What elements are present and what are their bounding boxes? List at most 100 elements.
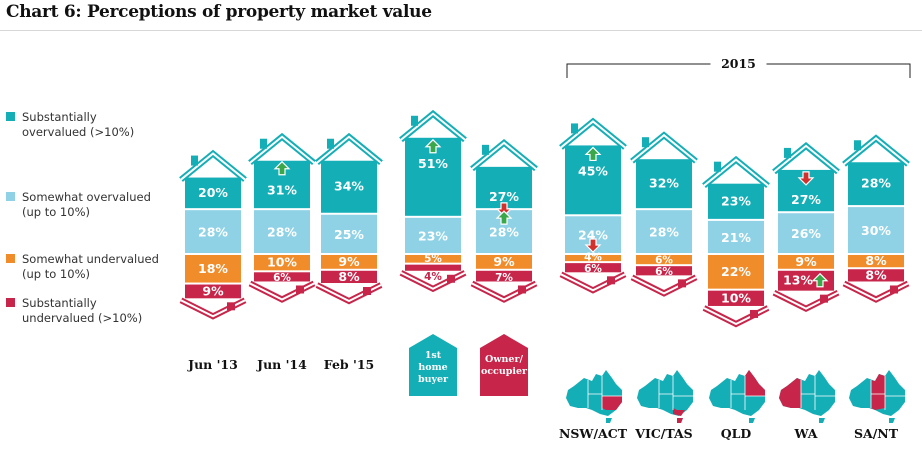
chimney [642, 137, 649, 148]
chimney [191, 155, 198, 166]
map-tasmania [749, 418, 755, 423]
bar-somewhat-undervalued [476, 255, 532, 269]
legend-label: Substantially undervalued (>10%) [22, 296, 143, 325]
value-label: 23% [418, 228, 448, 243]
arrow-up-icon [424, 138, 442, 154]
value-label: 34% [334, 179, 364, 194]
roof-inner-line [471, 141, 537, 170]
category-label: SA/NT [854, 426, 899, 441]
bar-substantially-undervalued [565, 263, 621, 273]
category-label: Jun '14 [256, 357, 307, 372]
column-qld [702, 155, 770, 328]
bar-somewhat-overvalued [254, 210, 310, 253]
bar-substantially-overvalued [476, 166, 532, 209]
value-label: 8% [338, 269, 360, 284]
base-corner [607, 276, 615, 285]
value-label: 4% [424, 271, 442, 283]
value-label: 13% [783, 273, 813, 288]
roof-inner-line [773, 144, 839, 173]
base-corner [363, 287, 371, 296]
roof-outline [630, 131, 698, 164]
value-label: 30% [861, 223, 891, 238]
legend-label: Somewhat undervalued (up to 10%) [22, 252, 159, 281]
value-label: 45% [578, 163, 608, 178]
chimney [411, 115, 418, 126]
map-borders [658, 376, 693, 410]
base-corner [750, 309, 758, 318]
column-sa-nt [842, 134, 910, 303]
arrow-up-icon [811, 272, 829, 288]
bar-substantially-undervalued [476, 270, 532, 282]
base-chevron [772, 289, 840, 313]
bar-somewhat-overvalued [185, 210, 241, 253]
map-borders [587, 376, 622, 410]
roof-inner-line [180, 152, 246, 181]
bar-substantially-overvalued [636, 159, 692, 209]
value-label: 8% [865, 253, 887, 268]
legend-swatch [6, 254, 15, 263]
value-label: 4% [584, 252, 602, 264]
arrow-up-icon-shape [584, 146, 602, 162]
year-bracket-label: 2015 [721, 56, 756, 71]
value-label: 25% [334, 227, 364, 242]
base-chevron [842, 280, 910, 303]
column-jun-13 [179, 149, 247, 320]
arrow-up-icon-shape [424, 138, 442, 154]
chimney [714, 161, 721, 172]
value-label: 31% [267, 183, 297, 198]
roof-outline [399, 109, 467, 143]
bar-somewhat-overvalued [636, 210, 692, 253]
base-chevron [315, 282, 383, 305]
bar-somewhat-overvalued [321, 214, 377, 253]
map-tasmania [819, 418, 825, 423]
base-chevron [630, 274, 698, 297]
bar-substantially-undervalued [636, 266, 692, 276]
category-label: WA [794, 426, 818, 441]
category-label: QLD [721, 426, 752, 441]
roof-inner-line [703, 158, 769, 187]
value-label: 5% [424, 253, 442, 265]
bar-somewhat-overvalued [848, 207, 904, 253]
bar-substantially-undervalued [708, 290, 764, 306]
category-label: Jun '13 [187, 357, 238, 372]
roof-outline [559, 117, 627, 150]
bar-substantially-undervalued [185, 284, 241, 299]
legend-swatch [6, 112, 15, 121]
arrow-up-icon [495, 210, 513, 225]
base-chevron [470, 280, 538, 303]
bar-somewhat-overvalued [405, 217, 461, 253]
bar-somewhat-undervalued [848, 255, 904, 268]
value-label: 18% [198, 261, 228, 276]
base-corner [447, 274, 455, 283]
roof-outline [702, 155, 770, 189]
base-chevron [179, 297, 247, 320]
base-corner [296, 285, 304, 294]
map-highlight-region [602, 396, 622, 410]
value-label: 28% [489, 225, 519, 240]
australia-map-wa [779, 370, 835, 423]
badge-label: home [418, 362, 447, 373]
value-label: 6% [655, 255, 673, 267]
legend-swatch [6, 192, 15, 201]
bar-somewhat-overvalued [708, 220, 764, 253]
category-label: VIC/TAS [634, 426, 692, 441]
value-label: 27% [489, 189, 519, 204]
map-tasmania [889, 418, 895, 423]
column-feb-15 [315, 132, 383, 305]
australia-map-nsw-act [566, 370, 622, 423]
value-label: 9% [493, 254, 515, 269]
value-label: 28% [198, 225, 228, 240]
chimney [327, 138, 334, 149]
australia-map-vic-tas [637, 370, 693, 423]
category-label: NSW/ACT [559, 426, 628, 441]
roof-inner-line [560, 120, 626, 149]
value-label: 20% [198, 185, 228, 200]
value-label: 10% [267, 255, 297, 270]
roof-outline [470, 138, 538, 172]
bar-somewhat-undervalued [185, 255, 241, 283]
arrow-up-icon-shape [273, 160, 291, 176]
badge-shape [480, 334, 528, 396]
arrow-down-icon-shape [584, 238, 602, 253]
arrow-down-icon-shape [797, 171, 815, 186]
